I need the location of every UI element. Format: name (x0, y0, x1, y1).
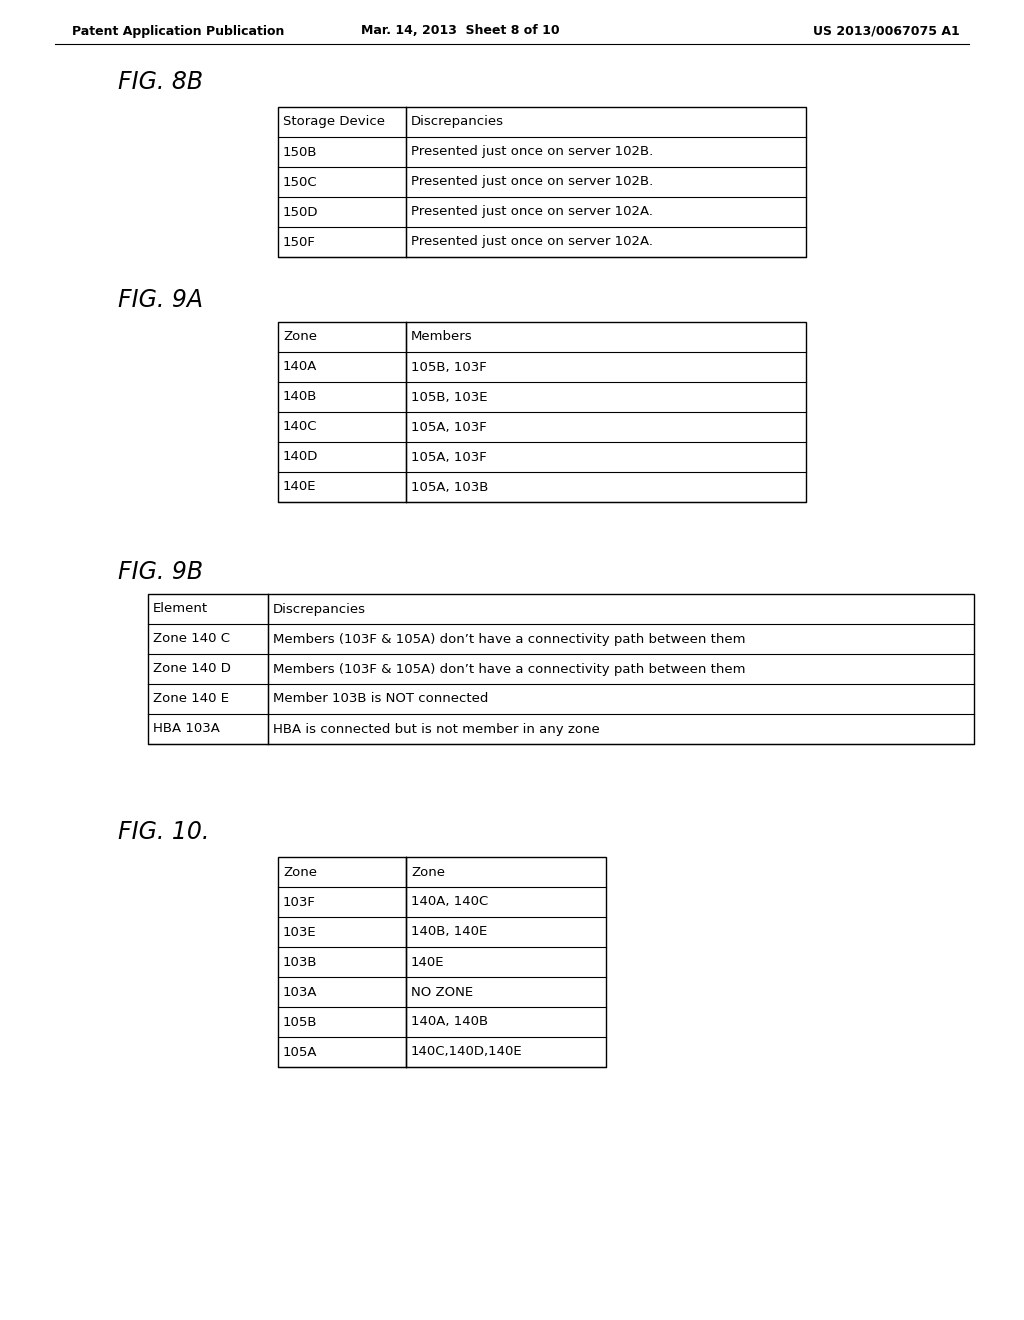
Text: 105B, 103E: 105B, 103E (411, 391, 487, 404)
Text: FIG. 8B: FIG. 8B (118, 70, 203, 94)
Text: 150D: 150D (283, 206, 318, 219)
Text: Presented just once on server 102B.: Presented just once on server 102B. (411, 176, 653, 189)
Text: Presented just once on server 102A.: Presented just once on server 102A. (411, 235, 653, 248)
Text: 105A, 103F: 105A, 103F (411, 450, 486, 463)
Text: 150C: 150C (283, 176, 317, 189)
Text: 140C,140D,140E: 140C,140D,140E (411, 1045, 522, 1059)
Text: HBA 103A: HBA 103A (153, 722, 220, 735)
Text: 105A: 105A (283, 1045, 317, 1059)
Text: Members (103F & 105A) don’t have a connectivity path between them: Members (103F & 105A) don’t have a conne… (273, 632, 745, 645)
Text: US 2013/0067075 A1: US 2013/0067075 A1 (813, 25, 961, 37)
Text: 105B, 103F: 105B, 103F (411, 360, 486, 374)
Text: 140A, 140C: 140A, 140C (411, 895, 488, 908)
Bar (278, 857, 606, 1067)
Text: Members: Members (411, 330, 473, 343)
Text: Storage Device: Storage Device (283, 116, 385, 128)
Text: Zone: Zone (283, 866, 317, 879)
Text: 140D: 140D (283, 450, 318, 463)
Text: Zone 140 E: Zone 140 E (153, 693, 229, 705)
Text: Zone: Zone (411, 866, 445, 879)
Text: FIG. 9B: FIG. 9B (118, 560, 203, 583)
Text: 105A, 103F: 105A, 103F (411, 421, 486, 433)
Text: 103A: 103A (283, 986, 317, 998)
Text: 103B: 103B (283, 956, 317, 969)
Bar (278, 322, 806, 502)
Text: 140B, 140E: 140B, 140E (411, 925, 487, 939)
Text: 140E: 140E (283, 480, 316, 494)
Text: 140C: 140C (283, 421, 317, 433)
Text: Discrepancies: Discrepancies (273, 602, 366, 615)
Text: Zone: Zone (283, 330, 317, 343)
Text: Zone 140 D: Zone 140 D (153, 663, 230, 676)
Bar (278, 107, 806, 257)
Text: 103F: 103F (283, 895, 315, 908)
Text: FIG. 9A: FIG. 9A (118, 288, 203, 312)
Text: Presented just once on server 102A.: Presented just once on server 102A. (411, 206, 653, 219)
Text: FIG. 10.: FIG. 10. (118, 820, 209, 843)
Text: 150B: 150B (283, 145, 317, 158)
Text: Element: Element (153, 602, 208, 615)
Text: Presented just once on server 102B.: Presented just once on server 102B. (411, 145, 653, 158)
Text: Patent Application Publication: Patent Application Publication (72, 25, 285, 37)
Text: 103E: 103E (283, 925, 316, 939)
Text: 105B: 105B (283, 1015, 317, 1028)
Text: 140E: 140E (411, 956, 444, 969)
Bar (148, 594, 974, 744)
Text: 140A: 140A (283, 360, 317, 374)
Text: 140B: 140B (283, 391, 317, 404)
Text: HBA is connected but is not member in any zone: HBA is connected but is not member in an… (273, 722, 600, 735)
Text: 105A, 103B: 105A, 103B (411, 480, 488, 494)
Text: 140A, 140B: 140A, 140B (411, 1015, 488, 1028)
Text: Zone 140 C: Zone 140 C (153, 632, 230, 645)
Text: 150F: 150F (283, 235, 315, 248)
Text: Members (103F & 105A) don’t have a connectivity path between them: Members (103F & 105A) don’t have a conne… (273, 663, 745, 676)
Text: Mar. 14, 2013  Sheet 8 of 10: Mar. 14, 2013 Sheet 8 of 10 (360, 25, 559, 37)
Text: NO ZONE: NO ZONE (411, 986, 473, 998)
Text: Member 103B is NOT connected: Member 103B is NOT connected (273, 693, 488, 705)
Text: Discrepancies: Discrepancies (411, 116, 504, 128)
